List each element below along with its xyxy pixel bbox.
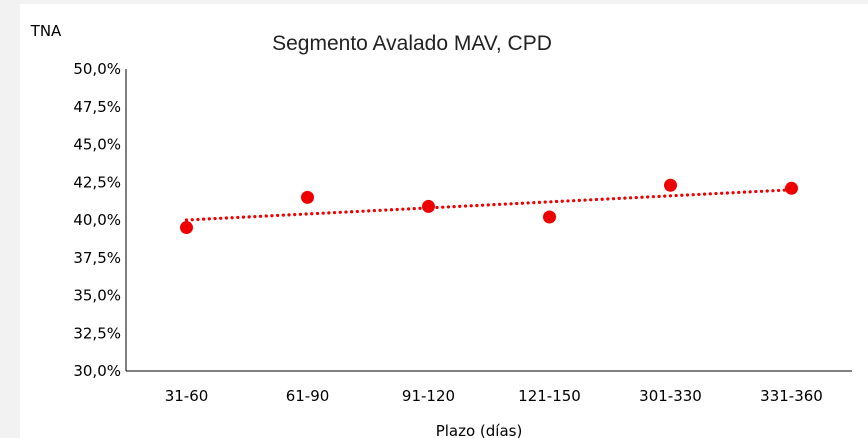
scatter-chart: Segmento Avalado MAV, CPD TNA Plazo (día… [30, 22, 852, 438]
data-point [180, 221, 193, 235]
y-tick-label: 47,5% [73, 98, 121, 116]
x-tick-label: 301-330 [639, 387, 702, 405]
data-point [664, 178, 677, 192]
y-tick-label: 30,0% [73, 362, 121, 380]
x-axis-ticks: 31-60 61-90 91-120 121-150 301-330 331-360 [165, 387, 823, 405]
y-tick-label: 37,5% [73, 249, 121, 267]
y-tick-label: 35,0% [73, 287, 121, 305]
y-tick-label: 45,0% [73, 136, 121, 154]
y-axis-title: TNA [30, 22, 62, 40]
x-tick-label: 331-360 [760, 387, 823, 405]
y-axis-ticks: 30,0% 32,5% 35,0% 37,5% 40,0% 42,5% 45,0% 47,5%… [73, 60, 121, 380]
chart-title: Segmento Avalado MAV, CPD [272, 32, 552, 55]
data-point [543, 210, 556, 224]
data-point [785, 181, 798, 195]
x-tick-label: 91-120 [402, 387, 455, 405]
data-points [180, 178, 798, 235]
trendline [184, 188, 794, 222]
y-tick-label: 32,5% [73, 324, 121, 342]
x-tick-label: 61-90 [286, 387, 330, 405]
y-tick-label: 40,0% [73, 211, 121, 229]
y-tick-label: 42,5% [73, 173, 121, 191]
x-tick-label: 31-60 [165, 387, 209, 405]
chart-container: Segmento Avalado MAV, CPD TNA Plazo (día… [20, 4, 868, 438]
x-axis-title: Plazo (días) [436, 422, 523, 438]
x-tick-label: 121-150 [518, 387, 581, 405]
data-point [301, 190, 314, 204]
y-tick-label: 50,0% [73, 60, 121, 78]
data-point [422, 199, 435, 213]
